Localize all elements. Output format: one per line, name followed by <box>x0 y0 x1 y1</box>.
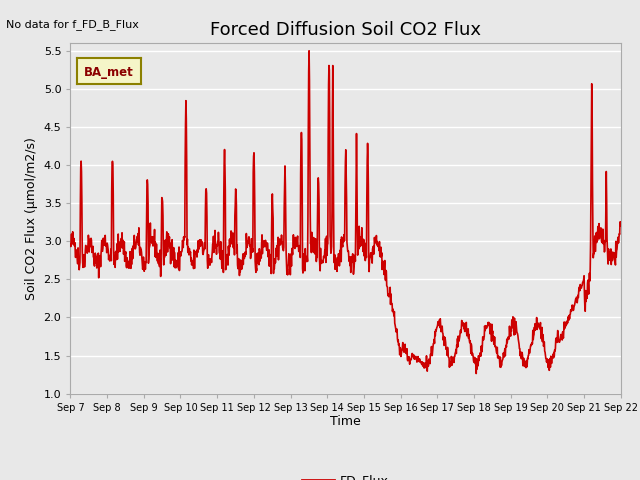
Legend: FD_Flux: FD_Flux <box>298 469 394 480</box>
Y-axis label: Soil CO2 Flux (μmol/m2/s): Soil CO2 Flux (μmol/m2/s) <box>25 137 38 300</box>
Title: Forced Diffusion Soil CO2 Flux: Forced Diffusion Soil CO2 Flux <box>210 21 481 39</box>
X-axis label: Time: Time <box>330 415 361 429</box>
Text: No data for f_FD_B_Flux: No data for f_FD_B_Flux <box>6 19 140 30</box>
Text: BA_met: BA_met <box>84 66 134 79</box>
